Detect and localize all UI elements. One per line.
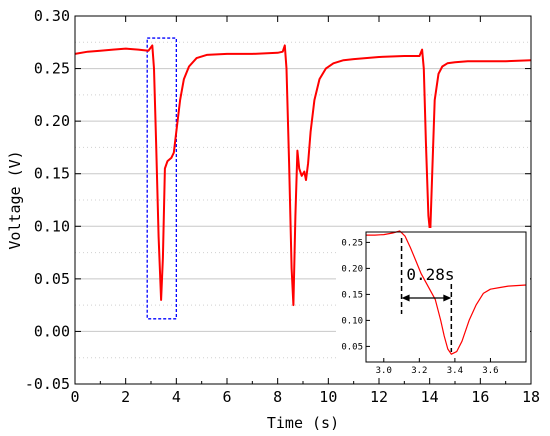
y-tick-label: 0.10 [34, 217, 70, 235]
inset-x-tick-label: 3.0 [376, 366, 392, 376]
main-grid [75, 41, 531, 359]
x-tick-label: 14 [421, 388, 439, 406]
y-tick-label: 0.00 [34, 322, 70, 340]
x-tick-label: 12 [370, 388, 388, 406]
inset-y-tick-label: 0.10 [341, 316, 363, 326]
voltage-series-line [74, 44, 532, 307]
inset-x-tick-label: 3.6 [482, 366, 498, 376]
inset-background [336, 228, 530, 378]
duration-annotation: 0.28s [406, 265, 454, 284]
inset-ticks [366, 241, 491, 362]
y-tick-label: 0.20 [34, 112, 70, 130]
inset-y-tick-label: 0.20 [341, 264, 363, 274]
inset-series-line [366, 230, 527, 355]
x-axis-title: Time (s) [267, 414, 339, 432]
x-tick-label: 2 [121, 388, 130, 406]
y-tick-label: 0.15 [34, 165, 70, 183]
inset-series-group [366, 230, 527, 355]
main-series-group [74, 44, 532, 307]
y-tick-label: -0.05 [25, 375, 70, 393]
x-tick-label: 10 [319, 388, 337, 406]
annotation-arrow-right [443, 294, 452, 302]
inset-y-tick-label: 0.25 [341, 238, 363, 248]
inset-y-tick-label: 0.05 [341, 342, 363, 352]
main-ticks [74, 15, 532, 385]
y-tick-label: 0.25 [34, 60, 70, 78]
y-tick-label: 0.05 [34, 270, 70, 288]
y-axis-title: Voltage (V) [6, 150, 24, 249]
inset-tick-labels: 3.0 3.2 3.4 3.6 0.05 0.10 0.15 0.20 0.25 [341, 238, 498, 376]
x-tick-label: 16 [471, 388, 489, 406]
inset-y-tick-label: 0.15 [341, 290, 363, 300]
x-tick-label: 6 [222, 388, 231, 406]
annotation-arrow-left [401, 294, 410, 302]
inset-x-tick-label: 3.4 [447, 366, 463, 376]
inset-annotation-group: 0.28s [400, 238, 455, 352]
inset-x-tick-label: 3.2 [411, 366, 427, 376]
x-tick-label: 8 [273, 388, 282, 406]
inset-chart: 3.0 3.2 3.4 3.6 0.05 0.10 0.15 0.20 0.25 0.28s [336, 228, 530, 378]
inset-plot-frame [365, 231, 527, 363]
x-tick-label: 4 [172, 388, 181, 406]
x-tick-label: 0 [70, 388, 79, 406]
x-tick-label: 18 [522, 388, 540, 406]
main-tick-labels: 0 2 4 6 8 10 12 14 16 18 -0.05 0.00 0.05 0.10 0.15 0.20… [25, 7, 540, 406]
y-tick-label: 0.30 [34, 7, 70, 25]
